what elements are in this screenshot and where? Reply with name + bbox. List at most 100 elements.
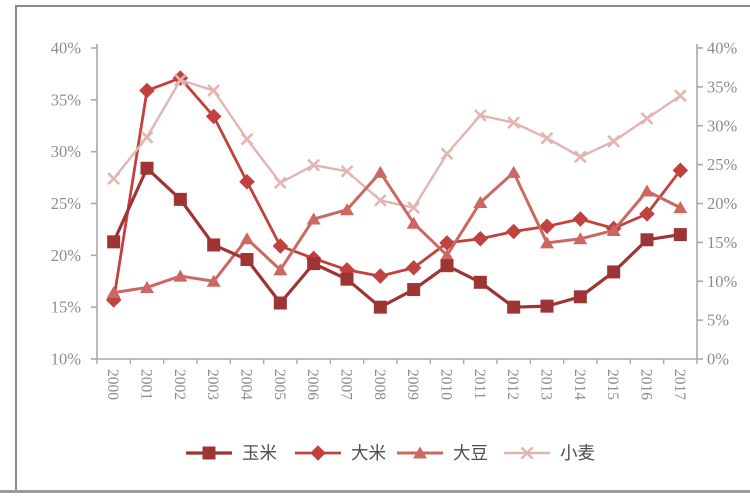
x-marker xyxy=(520,446,534,460)
right-axis-label: 35% xyxy=(707,77,738,96)
square-marker xyxy=(373,300,387,314)
triangle-marker xyxy=(473,195,488,208)
square-marker xyxy=(407,283,421,297)
image-border-frame xyxy=(15,5,750,490)
left-axis-label: 10% xyxy=(51,350,82,369)
diamond-marker xyxy=(472,230,489,247)
x-marker xyxy=(107,172,121,186)
series-line xyxy=(112,78,682,209)
x-axis-year-label: 2005 xyxy=(271,369,288,400)
right-axis-label: 5% xyxy=(707,311,729,330)
x-marker xyxy=(540,131,554,145)
triangle-marker xyxy=(106,286,121,299)
triangle-marker xyxy=(273,263,288,276)
x-marker xyxy=(207,84,221,97)
diamond-marker xyxy=(372,268,389,284)
square-marker xyxy=(473,275,487,289)
x-axis-year-label: 2003 xyxy=(204,369,221,400)
x-marker xyxy=(240,132,254,146)
x-axis-year-label: 2007 xyxy=(338,369,355,400)
right-axis-label: 25% xyxy=(707,155,738,174)
square-marker xyxy=(173,192,187,206)
x-axis-year-label: 2008 xyxy=(371,369,388,400)
left-axis-label: 35% xyxy=(51,90,82,109)
square-marker xyxy=(202,446,216,460)
x-marker xyxy=(673,89,687,103)
legend-item-玉米: 玉米 xyxy=(186,443,277,463)
legend-label: 大米 xyxy=(351,443,386,463)
x-marker xyxy=(407,201,421,215)
x-axis-year-label: 2001 xyxy=(138,369,155,400)
x-marker xyxy=(573,150,587,164)
diamond-marker xyxy=(310,445,326,461)
x-marker xyxy=(373,193,387,207)
square-marker xyxy=(140,161,154,175)
x-axis-year-label: 2015 xyxy=(604,369,621,400)
x-marker xyxy=(640,112,654,125)
right-axis-label: 30% xyxy=(707,116,738,135)
x-axis-year-label: 2000 xyxy=(104,369,121,400)
triangle-marker xyxy=(606,223,621,236)
legend-item-大豆: 大豆 xyxy=(397,443,488,463)
triangle-marker xyxy=(506,165,521,178)
square-marker xyxy=(507,300,521,314)
diamond-marker xyxy=(672,162,689,179)
x-marker xyxy=(440,147,454,161)
x-axis-year-label: 2012 xyxy=(504,369,521,400)
diamond-marker xyxy=(539,218,555,235)
triangle-marker xyxy=(440,248,454,261)
square-marker xyxy=(240,252,254,266)
triangle-marker xyxy=(413,446,427,459)
triangle-marker xyxy=(140,280,154,293)
square-marker xyxy=(307,257,321,271)
diamond-marker xyxy=(505,223,522,240)
x-marker xyxy=(307,158,321,172)
x-axis-year-label: 2009 xyxy=(404,369,421,400)
x-marker xyxy=(607,134,621,148)
left-axis-label: 25% xyxy=(51,194,82,213)
square-marker xyxy=(440,259,454,273)
series-大米 xyxy=(105,70,689,308)
x-axis-year-label: 2014 xyxy=(571,369,588,400)
triangle-marker xyxy=(573,232,588,245)
triangle-marker xyxy=(640,184,654,197)
x-axis-year-label: 2010 xyxy=(438,369,455,400)
right-axis-label: 40% xyxy=(707,39,738,58)
x-marker xyxy=(507,116,521,130)
left-axis-label: 30% xyxy=(51,142,82,161)
series-line xyxy=(112,76,682,301)
diamond-marker xyxy=(572,211,589,227)
left-axis-label: 20% xyxy=(51,246,82,265)
x-axis-year-label: 2017 xyxy=(671,369,688,400)
triangle-marker xyxy=(340,203,354,216)
series-line xyxy=(112,166,681,309)
square-marker xyxy=(673,228,687,242)
series-小麦 xyxy=(107,73,687,215)
triangle-marker xyxy=(306,212,321,225)
diamond-marker xyxy=(639,206,655,222)
x-marker xyxy=(473,108,487,122)
square-marker xyxy=(640,233,654,247)
square-marker xyxy=(273,296,287,310)
right-axis-label: 10% xyxy=(707,272,738,291)
square-marker xyxy=(540,299,554,313)
x-axis-year-label: 2013 xyxy=(538,369,555,400)
triangle-marker xyxy=(206,274,221,287)
x-marker xyxy=(140,130,154,144)
x-marker xyxy=(340,164,354,178)
left-axis-label: 15% xyxy=(51,298,82,317)
legend-label: 玉米 xyxy=(242,443,277,463)
legend-label: 大豆 xyxy=(453,443,488,463)
legend-item-大米: 大米 xyxy=(295,443,386,463)
x-axis-year-label: 2006 xyxy=(304,369,321,400)
square-marker xyxy=(573,290,587,304)
square-marker xyxy=(207,238,221,252)
x-axis-year-label: 2004 xyxy=(238,369,255,400)
bottom-divider-line xyxy=(0,490,750,493)
legend-label: 小麦 xyxy=(560,443,595,463)
square-marker xyxy=(340,272,354,286)
triangle-marker xyxy=(240,232,254,245)
diamond-marker xyxy=(272,238,289,254)
